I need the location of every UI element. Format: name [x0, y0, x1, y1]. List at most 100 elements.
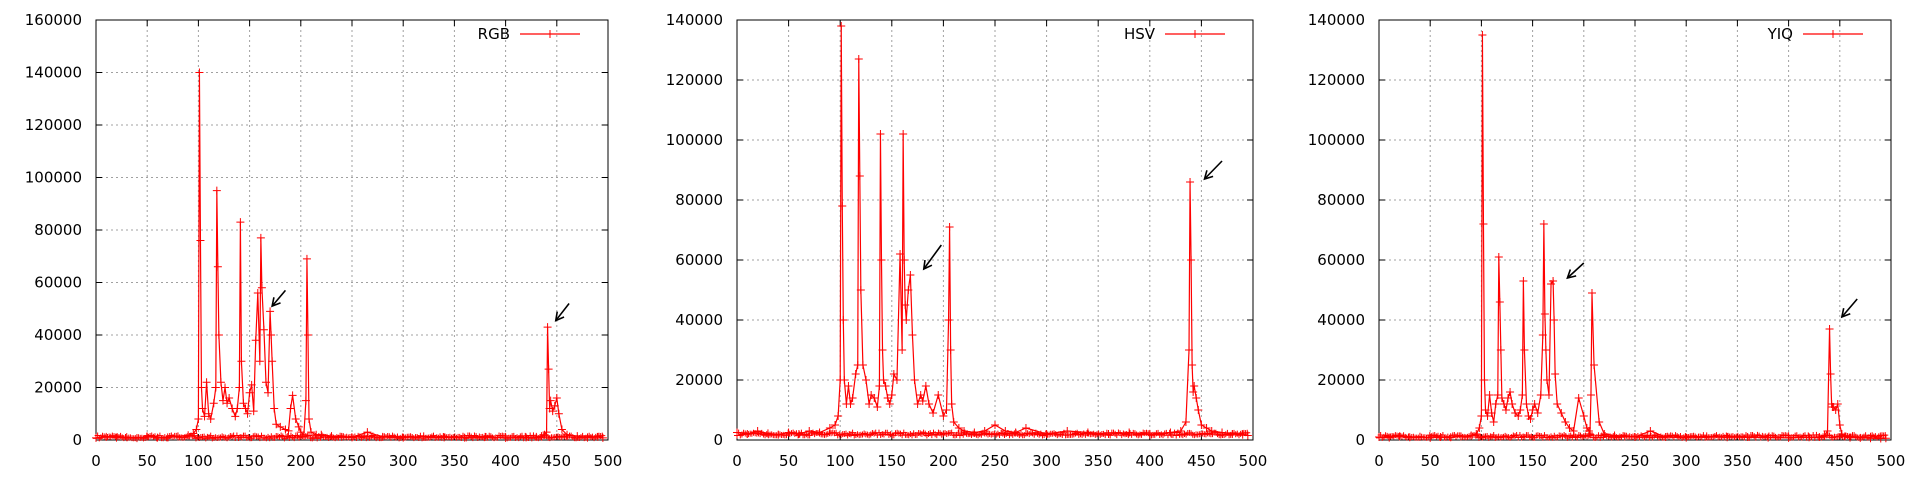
arrow-annotation [1566, 262, 1585, 279]
data-point [1528, 406, 1537, 414]
data-point [1194, 406, 1203, 414]
data-point [557, 425, 566, 434]
y-tick-label: 40000 [34, 326, 82, 344]
data-point [1480, 376, 1489, 384]
data-point [846, 400, 855, 408]
data-point [902, 316, 911, 324]
data-point [901, 301, 910, 309]
data-point [327, 432, 336, 441]
x-tick-label: 500 [594, 452, 623, 470]
data-point [855, 172, 864, 180]
data-point [878, 346, 887, 354]
data-point [460, 433, 469, 442]
data-point [883, 394, 892, 402]
data-point [1485, 391, 1494, 399]
data-point [291, 415, 300, 423]
data-point [1646, 427, 1655, 435]
data-point [399, 433, 408, 442]
data-point [1499, 400, 1508, 408]
data-point [206, 415, 215, 423]
data-point [876, 130, 885, 138]
data-point [1192, 394, 1201, 402]
data-point [554, 409, 563, 418]
data-point [184, 431, 193, 440]
data-point [898, 346, 907, 354]
data-point [231, 412, 240, 421]
legend-label: YIQ [1767, 25, 1793, 43]
data-point [1533, 409, 1542, 417]
data-point [889, 370, 898, 378]
data-point [1526, 415, 1535, 423]
y-tick-label: 100000 [1308, 131, 1365, 149]
data-point [440, 433, 449, 442]
data-point [1202, 424, 1211, 432]
x-tick-label: 400 [1774, 452, 1803, 470]
data-point [239, 399, 248, 408]
data-point [241, 404, 250, 413]
x-tick-label: 0 [1374, 452, 1384, 470]
data-point [1446, 433, 1455, 442]
data-point [1539, 220, 1548, 228]
data-point [1764, 433, 1773, 442]
arrow-head [1566, 269, 1577, 280]
data-point [1188, 361, 1197, 369]
data-point [1820, 431, 1829, 440]
data-point [212, 186, 221, 195]
data-point [544, 365, 553, 374]
data-point [249, 407, 258, 416]
y-tick-label: 0 [1355, 431, 1365, 449]
arrow-head [271, 297, 281, 308]
y-tick-label: 140000 [25, 64, 82, 82]
data-point [1395, 432, 1404, 441]
data-point [337, 432, 346, 441]
data-point [1579, 412, 1588, 420]
data-point [195, 68, 204, 77]
x-tick-label: 100 [1467, 452, 1496, 470]
data-point [132, 434, 141, 443]
data-point [1475, 424, 1484, 432]
data-point [1181, 418, 1190, 426]
data-point [522, 433, 531, 442]
data-point [947, 400, 956, 408]
y-tick-label: 60000 [1317, 251, 1365, 269]
data-point [1478, 31, 1487, 39]
x-tick-label: 200 [1569, 452, 1598, 470]
data-point [286, 404, 295, 413]
data-point [200, 412, 209, 421]
legend-marker [1191, 30, 1199, 38]
y-tick-label: 100000 [25, 169, 82, 187]
x-tick-label: 200 [286, 452, 315, 470]
data-point [255, 357, 264, 366]
data-point [1544, 391, 1553, 399]
data-point [815, 428, 824, 437]
data-point [774, 430, 783, 439]
x-tick-label: 350 [1084, 452, 1113, 470]
data-point [542, 428, 551, 437]
data-point [921, 382, 930, 390]
data-point [1467, 431, 1476, 440]
data-point [1496, 346, 1505, 354]
data-point [198, 404, 207, 413]
data-point [1831, 406, 1840, 414]
data-point [1197, 421, 1206, 429]
data-point [840, 376, 849, 384]
data-point [1551, 370, 1560, 378]
y-tick-label: 80000 [675, 191, 723, 209]
x-tick-label: 50 [779, 452, 798, 470]
data-point [1063, 427, 1072, 435]
x-tick-label: 150 [877, 452, 906, 470]
arrow-head [922, 259, 933, 271]
data-point [593, 432, 602, 441]
y-tick-label: 120000 [666, 71, 723, 89]
data-point [1415, 432, 1424, 441]
data-point [548, 407, 557, 416]
data-point [363, 428, 372, 437]
data-point [873, 403, 882, 411]
data-point [913, 400, 922, 408]
data-point [267, 331, 276, 339]
y-tick-label: 20000 [1317, 371, 1365, 389]
data-point [1553, 400, 1562, 408]
data-point [1881, 434, 1890, 443]
data-point [1187, 256, 1196, 264]
data-point [216, 378, 225, 387]
